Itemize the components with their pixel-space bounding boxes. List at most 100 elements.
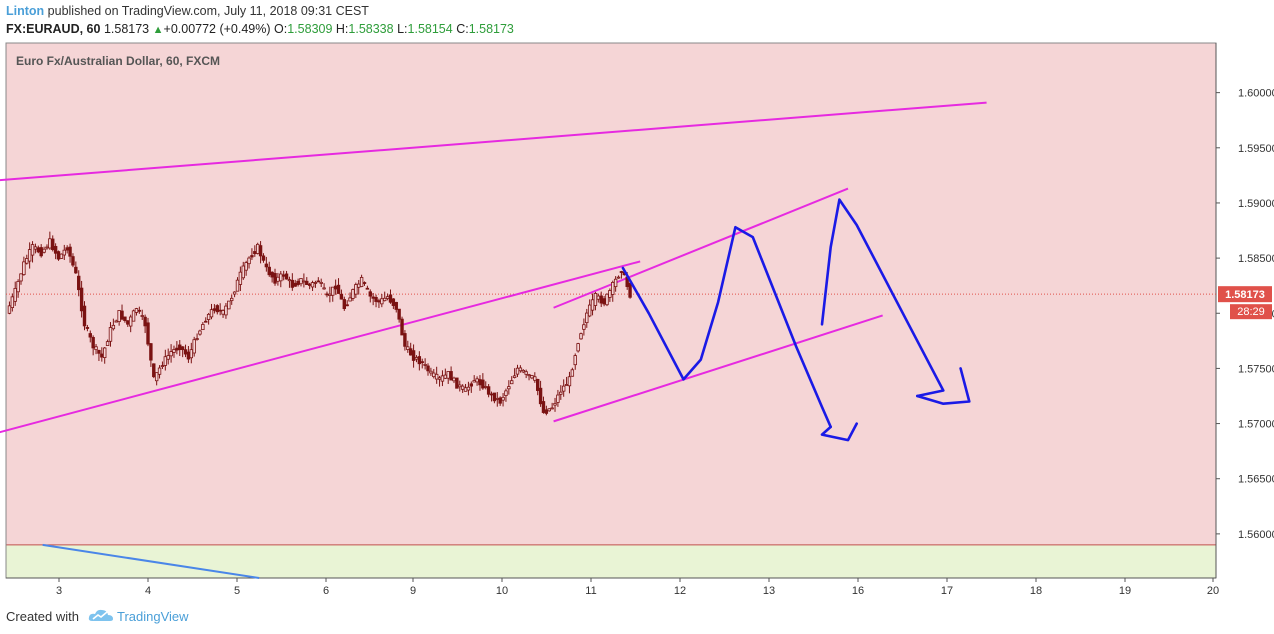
candle-body xyxy=(400,318,404,336)
candle-body xyxy=(146,322,150,345)
candle-body xyxy=(561,385,566,392)
candle-body xyxy=(486,386,491,395)
candle-body xyxy=(183,349,188,355)
candle-body xyxy=(281,274,286,277)
current-price-label: 1.58173 xyxy=(1225,289,1265,301)
y-tick-label: 1.59500 xyxy=(1238,143,1274,155)
candle-body xyxy=(232,291,237,295)
candle-body xyxy=(13,288,17,302)
candle-body xyxy=(354,284,358,295)
chart-title: Euro Fx/Australian Dollar, 60, FXCM xyxy=(16,54,220,68)
author-name[interactable]: Linton xyxy=(6,4,45,18)
y-tick-label: 1.57000 xyxy=(1238,419,1274,431)
candle-body xyxy=(186,351,191,360)
candle-body xyxy=(149,343,153,361)
candle-body xyxy=(596,295,601,300)
candle-body xyxy=(53,245,58,254)
candle-body xyxy=(230,297,234,302)
candle-body xyxy=(206,313,211,320)
candle-body xyxy=(587,304,592,317)
candle-body xyxy=(189,349,194,359)
candle-body xyxy=(198,330,202,335)
candle-body xyxy=(342,299,346,310)
candle-body xyxy=(97,350,101,354)
candle-body xyxy=(293,282,297,287)
projection-stroke xyxy=(820,422,858,442)
candle-body xyxy=(397,308,401,320)
candle-body xyxy=(426,365,430,372)
candle-body xyxy=(579,333,583,340)
x-tick-label: 5 xyxy=(234,585,240,597)
candle-body xyxy=(16,281,20,293)
candle-body xyxy=(446,371,450,379)
candle-body xyxy=(296,280,300,285)
candle-body xyxy=(501,396,505,401)
candle-body xyxy=(241,265,245,279)
candle-body xyxy=(590,299,595,311)
candle-body xyxy=(466,386,471,391)
candle-body xyxy=(515,367,520,375)
candle-body xyxy=(238,271,243,285)
candle-body xyxy=(209,309,214,318)
channel-line xyxy=(0,260,641,434)
created-with-text: Created with xyxy=(6,609,79,624)
close-value: 1.58173 xyxy=(468,22,514,36)
candle-body xyxy=(432,372,436,378)
candle-body xyxy=(573,355,577,366)
candle-body xyxy=(235,279,240,292)
candle-body xyxy=(437,377,442,380)
candle-body xyxy=(22,261,26,275)
candle-body xyxy=(33,246,38,250)
candle-body xyxy=(212,308,217,311)
candle-body xyxy=(357,283,361,288)
candle-body xyxy=(192,339,196,354)
lower-zone xyxy=(6,544,1216,578)
candle-body xyxy=(100,353,104,358)
candle-body xyxy=(463,387,468,392)
symbol-label: FX:EURAUD, 60 xyxy=(6,22,101,36)
candle-body xyxy=(616,276,621,279)
candle-body xyxy=(585,312,589,324)
candle-body xyxy=(385,296,390,299)
candle-body xyxy=(593,293,598,306)
candle-body xyxy=(538,387,543,405)
candle-body xyxy=(316,280,321,283)
candle-body xyxy=(166,355,170,360)
candle-body xyxy=(152,363,156,378)
candle-body xyxy=(287,279,292,282)
candle-body xyxy=(215,305,219,313)
y-tick-label: 1.56500 xyxy=(1238,474,1274,486)
candle-body xyxy=(489,393,494,396)
projection-stroke xyxy=(916,367,971,405)
candle-body xyxy=(469,383,474,387)
trend-line xyxy=(42,543,260,579)
price-chart[interactable]: 1.600001.595001.590001.585001.580001.575… xyxy=(0,0,1274,600)
candle-body xyxy=(74,266,78,274)
candle-body xyxy=(414,357,419,360)
ohlc-line: FX:EURAUD, 60 1.58173 ▲+0.00772 (+0.49%)… xyxy=(6,22,514,36)
candle-body xyxy=(452,377,456,382)
candle-body xyxy=(279,273,283,282)
candle-body xyxy=(255,243,260,254)
countdown-badge xyxy=(1230,304,1272,320)
candle-body xyxy=(51,238,55,251)
candle-body xyxy=(105,341,110,346)
candle-body xyxy=(478,379,482,386)
low-label: L: xyxy=(397,22,408,36)
last-price: 1.58173 xyxy=(103,22,150,36)
candle-body xyxy=(157,367,162,375)
tradingview-brand[interactable]: TradingView xyxy=(117,609,189,624)
candle-body xyxy=(512,375,517,378)
candle-body xyxy=(570,369,575,377)
candle-body xyxy=(362,282,367,284)
candle-body xyxy=(108,327,113,342)
candle-body xyxy=(559,391,563,395)
candle-body xyxy=(224,305,228,316)
candle-body xyxy=(417,356,422,365)
x-tick-label: 18 xyxy=(1030,585,1042,597)
candle-body xyxy=(247,257,251,265)
candle-body xyxy=(556,394,560,403)
candle-body xyxy=(62,249,66,256)
candle-body xyxy=(134,308,139,313)
candle-body xyxy=(576,343,580,352)
